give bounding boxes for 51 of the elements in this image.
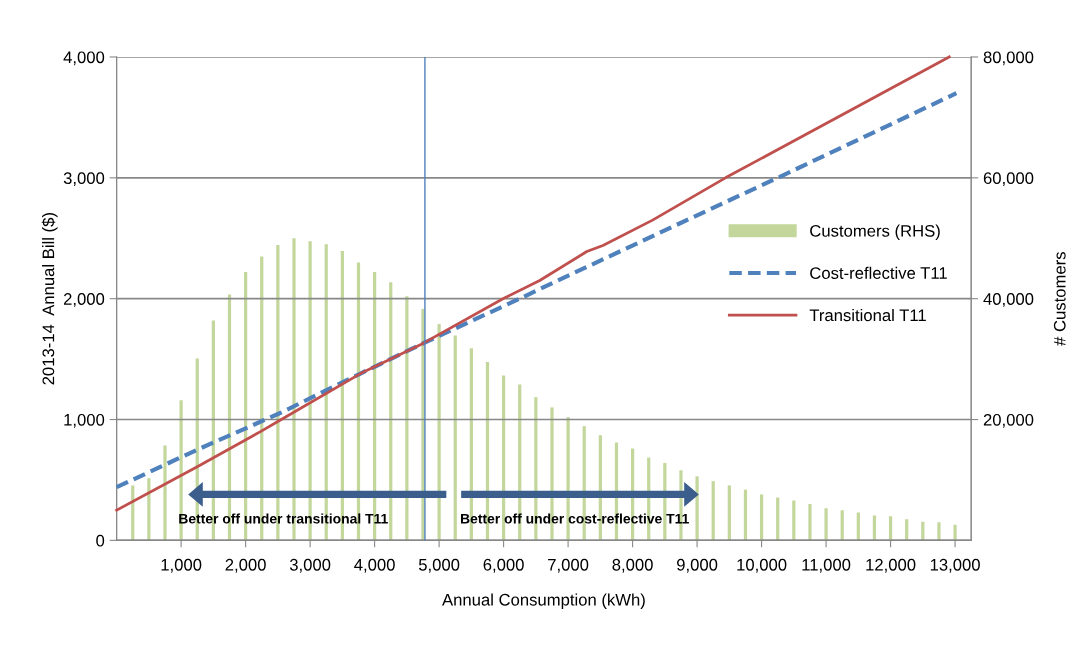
bar (453, 335, 457, 541)
bar (921, 521, 925, 541)
y-tick-label: 2,000 (63, 293, 105, 307)
x-tick-label: 9,000 (677, 558, 718, 573)
bar (792, 500, 796, 541)
x-tick-label: 8,000 (612, 558, 653, 573)
bar (727, 485, 731, 541)
x-tick-label: 5,000 (418, 558, 460, 573)
y2-tick-label: 20,000 (983, 413, 1034, 428)
x-tick-label: 4,000 (354, 558, 395, 573)
bar (759, 494, 764, 541)
annotation: Better off under transitional T11 (179, 513, 388, 524)
x-tick-label: 1,000 (161, 558, 202, 573)
bar (743, 489, 748, 541)
bar (695, 476, 699, 541)
bar (776, 497, 780, 541)
legend-label: Customers (RHS) (810, 224, 940, 241)
y-tick-label: 1,000 (64, 413, 105, 428)
x-tick-label: 7,000 (548, 558, 589, 573)
bar (905, 519, 909, 541)
x-tick-label: 6,000 (483, 558, 524, 573)
y2-axis-title: # Customers (1053, 252, 1066, 346)
y2-tick-label: 60,000 (983, 172, 1034, 186)
y-tick-label: 0 (96, 534, 105, 547)
bar (163, 445, 167, 541)
legend-label: Transitional T11 (809, 308, 926, 322)
x-tick-label: 11,000 (802, 558, 851, 573)
y-tick-label: 4,000 (63, 51, 105, 66)
bar (566, 417, 570, 541)
x-tick-label: 13,000 (930, 558, 980, 573)
bar (808, 504, 812, 541)
bar (888, 516, 893, 541)
bar (824, 508, 828, 541)
x-tick-label: 10,000 (737, 558, 787, 573)
x-axis-title: Annual Consumption (kWh) (442, 593, 645, 609)
bar (437, 324, 441, 541)
x-tick-label: 12,000 (866, 558, 916, 573)
x-tick-label: 2,000 (225, 558, 266, 573)
y-tick-label: 3,000 (63, 172, 105, 186)
annotation: Better off under cost-reflective T11 (461, 513, 689, 524)
bar (856, 512, 860, 541)
bar (711, 481, 715, 541)
y2-tick-label: 80,000 (983, 51, 1034, 66)
y-axis-title: 2013-14 Annual Bill ($) (41, 213, 58, 385)
bar (953, 524, 957, 541)
bar (937, 522, 941, 541)
bar (840, 510, 844, 541)
bar (872, 515, 877, 541)
y2-tick-label: 40,000 (983, 293, 1034, 307)
x-tick-label: 3,000 (289, 558, 331, 573)
legend-label: Cost-reflective T11 (810, 266, 947, 279)
